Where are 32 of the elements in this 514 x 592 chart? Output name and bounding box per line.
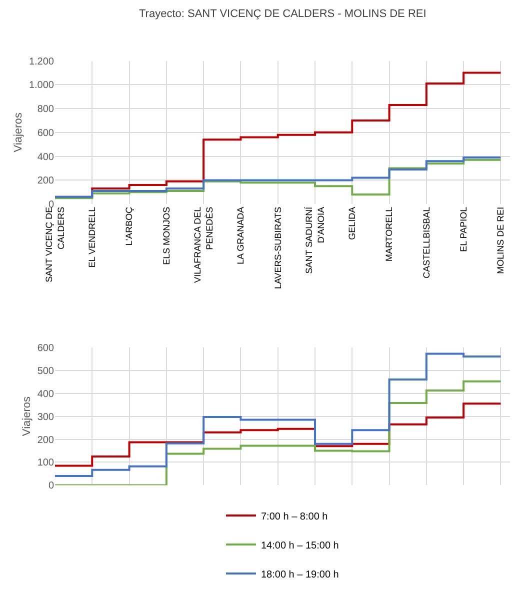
y-tick-label: 200 bbox=[37, 176, 54, 187]
x-tick-label: LA GRANADA bbox=[236, 206, 246, 264]
legend-label: 7:00 h – 8:00 h bbox=[261, 511, 328, 522]
y-axis-title: Viajeros bbox=[20, 396, 33, 436]
x-tick-label: MOLINS DE REI bbox=[496, 206, 506, 274]
x-tick-label: CASTELLBISBAL bbox=[421, 206, 432, 278]
y-tick-label: 800 bbox=[37, 104, 54, 116]
legend-label: 18:00 h – 19:00 h bbox=[261, 569, 339, 580]
x-tick-label: SANT VICENÇ DE CALDERS bbox=[44, 206, 66, 282]
y-tick-label: 1.200 bbox=[28, 56, 54, 68]
y-axis-title: Viajeros bbox=[12, 112, 25, 152]
y-tick-label: 600 bbox=[37, 342, 54, 354]
x-tick-label: GELIDA bbox=[347, 206, 358, 240]
x-tick-label: EL VENDRELL bbox=[87, 206, 98, 268]
y-tick-label: 600 bbox=[37, 128, 54, 139]
x-tick-label: ELS MONJOS bbox=[161, 206, 172, 265]
y-tick-label: 100 bbox=[37, 458, 54, 469]
y-tick-label: 400 bbox=[37, 152, 54, 163]
legend-label: 14:00 h – 15:00 h bbox=[261, 540, 339, 552]
x-tick-label: VILAFRANCA DEL PENEDÈS bbox=[192, 206, 214, 283]
y-tick-label: 0 bbox=[48, 480, 54, 492]
chart-title: Trayecto: SANT VICENÇ DE CALDERS - MOLINS DE REI bbox=[139, 8, 426, 20]
x-tick-label: MARTORELL bbox=[384, 206, 394, 262]
y-tick-label: 500 bbox=[37, 366, 54, 377]
x-tick-label: SANT SADURNÍ D'ANOIA bbox=[304, 206, 326, 274]
y-tick-label: 200 bbox=[37, 434, 54, 446]
x-tick-label: LAVERS-SUBIRATS bbox=[272, 206, 283, 290]
y-tick-label: 400 bbox=[37, 388, 54, 400]
y-tick-label: 300 bbox=[37, 412, 54, 423]
y-tick-label: 1.000 bbox=[28, 80, 54, 92]
x-tick-label: EL PAPIOL bbox=[458, 206, 468, 252]
x-tick-label: L'ARBOÇ bbox=[124, 206, 134, 246]
